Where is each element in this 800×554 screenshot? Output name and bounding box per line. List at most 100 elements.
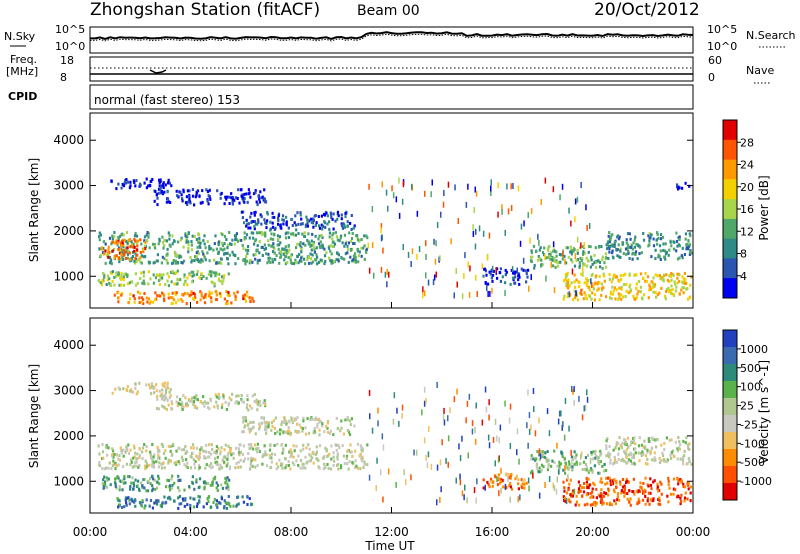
time-tick-label: 20:00 [575, 525, 610, 539]
power-cell [214, 271, 218, 275]
velocity-cell [232, 456, 235, 460]
velocity-cell [302, 443, 305, 447]
power-cell [555, 260, 558, 264]
velocity-cell [649, 477, 652, 481]
power-speck [464, 252, 466, 259]
power-cell [147, 297, 151, 301]
power-cell [501, 275, 504, 279]
velocity-cell [143, 486, 146, 490]
velocity-cell [204, 466, 207, 470]
velocity-cell [184, 445, 187, 448]
velocity-cell [625, 455, 628, 459]
power-cell [562, 279, 566, 283]
velocity-cell [644, 502, 647, 506]
power-speck [433, 238, 435, 245]
velocity-cell [679, 496, 682, 500]
power-speck [506, 183, 508, 190]
power-cell [336, 251, 339, 255]
velocity-colorbar-swatch [723, 449, 737, 467]
power-speck [570, 220, 572, 227]
velocity-cell [595, 454, 598, 458]
power-cell [365, 250, 368, 254]
velocity-speck [416, 449, 418, 456]
power-cell [655, 238, 658, 242]
velocity-cell [668, 486, 671, 490]
power-cell [258, 251, 261, 255]
power-speck [439, 255, 441, 262]
velocity-cell [243, 419, 246, 422]
velocity-cell [301, 429, 304, 433]
power-cell [245, 248, 248, 252]
velocity-cell [600, 488, 603, 492]
velocity-cell [583, 467, 587, 471]
velocity-speck [456, 388, 458, 395]
velocity-cell [343, 462, 346, 465]
velocity-cell [216, 404, 219, 408]
velocity-cell [202, 395, 205, 399]
velocity-cell [214, 461, 217, 464]
power-y-tick-label: 4000 [53, 133, 84, 147]
velocity-cell [293, 449, 296, 453]
power-cell [188, 197, 191, 201]
velocity-cell [294, 429, 297, 433]
power-cell [218, 292, 222, 296]
power-cell [620, 287, 623, 291]
velocity-cell [263, 420, 266, 424]
power-cell [256, 203, 259, 207]
power-cell [633, 245, 636, 249]
velocity-cell [242, 500, 245, 504]
power-cell [363, 244, 366, 248]
velocity-cell [193, 466, 197, 470]
nsearch-label: N.Search [746, 29, 796, 42]
power-speck [588, 223, 591, 229]
velocity-speck [461, 435, 463, 442]
power-cell [132, 245, 135, 249]
power-cell [517, 278, 520, 282]
velocity-cell [210, 452, 213, 456]
power-cell [167, 178, 170, 182]
power-speck [490, 185, 492, 192]
velocity-cell [677, 495, 680, 498]
power-cell [162, 273, 165, 277]
power-cell [140, 261, 143, 265]
velocity-speck [581, 414, 584, 421]
velocity-cell [292, 455, 295, 459]
velocity-cell [586, 483, 589, 486]
velocity-cell [633, 492, 636, 496]
power-cell [200, 201, 203, 205]
velocity-cell [166, 496, 169, 500]
power-cell [678, 279, 681, 283]
power-cell [168, 233, 171, 237]
power-cell [567, 278, 570, 282]
velocity-cell [350, 417, 353, 421]
velocity-cell [169, 445, 172, 449]
power-cell [196, 273, 199, 276]
power-cell [351, 232, 354, 235]
power-cell [333, 242, 337, 246]
power-cell [531, 255, 534, 259]
velocity-cell [323, 430, 326, 434]
velocity-cell [299, 449, 302, 453]
velocity-cell [304, 466, 307, 470]
velocity-cell [199, 477, 202, 481]
velocity-cell [270, 452, 274, 456]
velocity-cell [151, 489, 154, 493]
velocity-cell [288, 450, 291, 454]
power-cell [250, 211, 253, 215]
power-cell [267, 239, 270, 243]
velocity-cell [199, 400, 202, 404]
power-cell [326, 214, 329, 218]
velocity-cell [581, 468, 584, 471]
power-cell [284, 232, 287, 236]
velocity-cell [590, 452, 593, 456]
power-speck [512, 183, 514, 189]
velocity-cell [598, 459, 601, 463]
power-cell [583, 281, 586, 285]
power-colorbar-swatch [723, 258, 737, 279]
velocity-speck [564, 397, 567, 404]
velocity-cell [563, 457, 566, 461]
velocity-cell [136, 390, 139, 394]
power-cell [334, 231, 337, 235]
velocity-cell [649, 440, 652, 443]
velocity-cell [151, 506, 154, 510]
